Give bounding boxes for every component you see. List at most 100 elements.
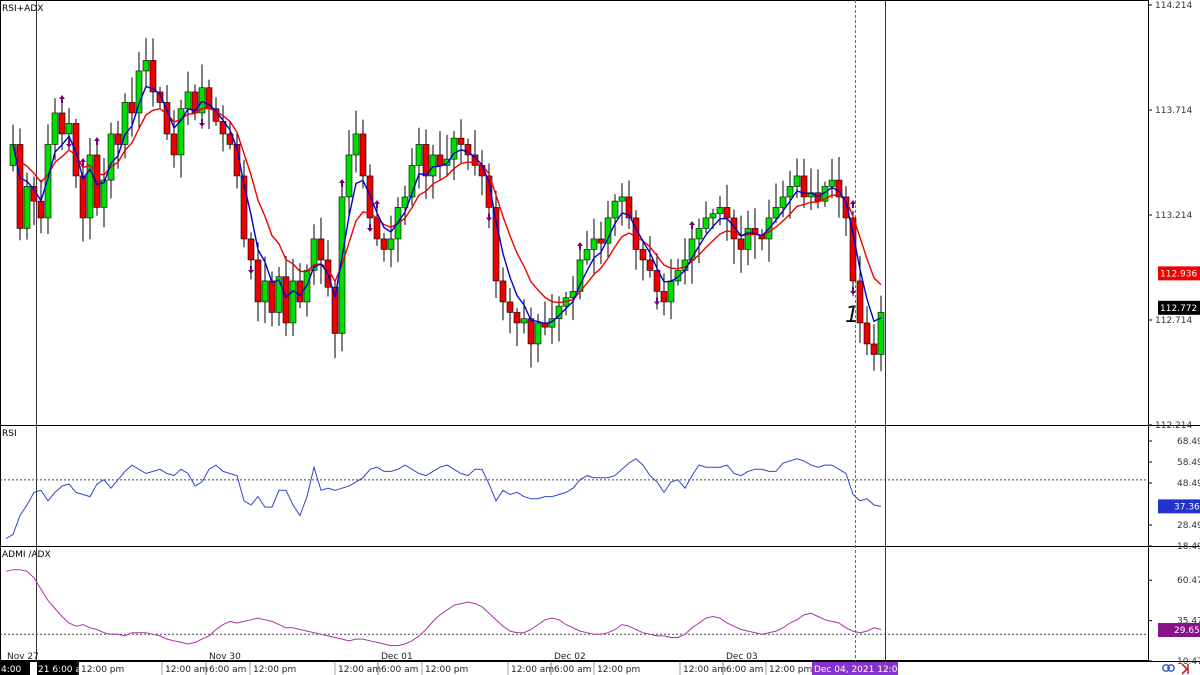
candle-body <box>380 238 388 250</box>
candle-body <box>310 238 318 271</box>
candle <box>457 119 465 163</box>
candle <box>156 86 164 109</box>
candle-body <box>674 270 682 282</box>
time-crosshair-label: 4:00 <box>1 665 21 675</box>
candle-body <box>716 207 724 215</box>
candle-body <box>58 112 66 135</box>
candle-body <box>184 91 192 110</box>
candle-body <box>800 175 808 198</box>
rsi-value-tag: 37.36 <box>1174 502 1200 512</box>
candle-body <box>100 179 108 208</box>
candle <box>93 142 101 216</box>
candle-body <box>93 154 101 208</box>
time-axis-label: 6:00 am <box>209 665 246 675</box>
candle-body <box>520 318 528 324</box>
candle-body <box>359 133 367 177</box>
rsi-value-tag-bg <box>1158 499 1200 514</box>
up-arrow-icon <box>374 199 380 208</box>
candle <box>800 158 808 208</box>
candle-body <box>121 102 129 145</box>
candle-body <box>856 280 864 324</box>
down-arrow-icon <box>654 297 660 306</box>
candle-body <box>408 165 416 198</box>
link-icon[interactable] <box>1162 664 1175 672</box>
candle-body <box>198 87 206 114</box>
time-axis-label: Nov 27 <box>7 652 39 662</box>
candle <box>450 131 458 181</box>
rsi-y-tick-label: 68.49 <box>1177 437 1200 447</box>
candle-body <box>639 249 647 261</box>
candle-body <box>737 238 745 250</box>
time-highlight-label: Dec 04, 2021 12:00 am <box>814 665 920 675</box>
candle <box>310 224 318 285</box>
candle-body <box>723 207 731 219</box>
price-y-tick-label: 114.214 <box>1155 1 1192 11</box>
candle-body <box>863 322 871 345</box>
handwritten-annotation: 1 <box>845 303 859 328</box>
slow-ma-price-tag: 112.936 <box>1160 269 1197 279</box>
price-y-tick-label: 112.714 <box>1155 316 1192 326</box>
candle-body <box>254 259 262 303</box>
candle-body <box>177 108 185 156</box>
candle-body <box>660 291 668 303</box>
down-arrow-icon <box>248 265 254 274</box>
time-axis-label: 6:00 am <box>554 665 591 675</box>
time-axis-label: Dec 02 <box>554 652 586 662</box>
adx-value-tag: 29.65 <box>1174 626 1200 636</box>
candle <box>730 209 738 265</box>
arrow-right-icon[interactable] <box>1181 663 1189 675</box>
rsi-line <box>5 458 882 540</box>
candle-body <box>653 270 661 292</box>
candle <box>870 324 878 371</box>
time-crosshair-label: 21 6:00 am <box>38 665 90 675</box>
candle-body <box>422 144 430 177</box>
candle-body <box>772 207 780 219</box>
candle-body <box>793 175 801 187</box>
candle-body <box>492 207 500 282</box>
down-arrow-icon <box>367 223 373 232</box>
adx-y-tick-label: 60.47 <box>1177 576 1200 586</box>
candle-body <box>576 259 584 292</box>
time-axis-label: 12:00 am <box>165 665 208 675</box>
link-icon-ring <box>1162 664 1170 672</box>
candle <box>863 306 871 355</box>
candle <box>177 99 185 178</box>
candle-body <box>289 280 297 324</box>
candle <box>359 119 367 189</box>
candle-body <box>317 238 325 261</box>
candle-body <box>527 318 535 345</box>
time-axis-label: 6:00 am <box>381 665 418 675</box>
candle <box>597 221 605 265</box>
time-axis-label: 6:00 am <box>726 665 763 675</box>
candle <box>772 183 780 223</box>
candle-body <box>849 217 857 282</box>
candle <box>289 258 297 336</box>
candle-body <box>44 144 52 219</box>
candle-body <box>86 154 94 219</box>
adx-y-tick-label: 35.47 <box>1177 617 1200 627</box>
candle-body <box>79 175 87 219</box>
down-arrow-icon <box>199 118 205 127</box>
candle <box>254 242 262 322</box>
up-arrow-icon <box>577 241 583 250</box>
candle <box>639 239 647 281</box>
candle <box>506 287 514 334</box>
candle-body <box>877 312 885 355</box>
candle-body <box>695 228 703 240</box>
candle <box>618 183 626 226</box>
candle-body <box>534 322 542 345</box>
candle <box>625 180 633 229</box>
adx-y-tick-label: 10.47 <box>1177 657 1200 667</box>
down-arrow-icon <box>850 286 856 295</box>
candle-body <box>23 186 31 229</box>
up-arrow-icon <box>80 157 86 166</box>
time-axis-label: 12:00 am <box>511 665 554 675</box>
candle-body <box>618 196 626 202</box>
time-axis-label: 12:00 pm <box>81 665 124 675</box>
time-axis-label: 12:00 am <box>683 665 726 675</box>
price-panel-label: RSI+ADX <box>2 4 43 14</box>
adx-value-tag-bg <box>1158 623 1200 638</box>
candle <box>429 144 437 199</box>
candle <box>100 158 108 228</box>
